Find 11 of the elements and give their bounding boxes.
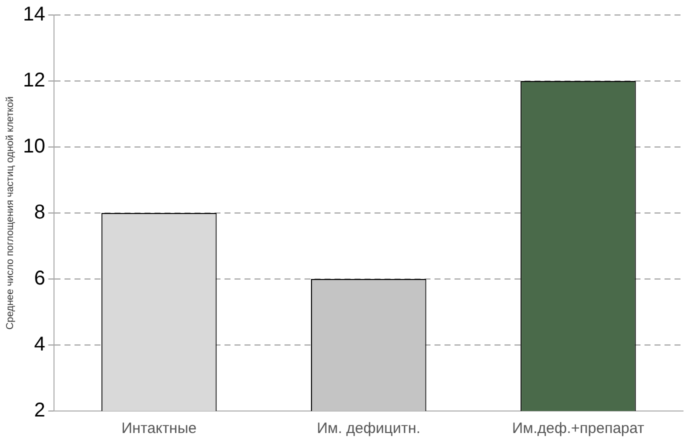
y-tick-label: 14 <box>22 4 46 26</box>
x-tick-label: Интактные <box>121 420 197 438</box>
y-tick-label: 4 <box>34 334 46 356</box>
y-axis-title: Среднее число поглощения частиц одной клеткой <box>4 96 16 330</box>
y-tick-label: 10 <box>22 136 46 158</box>
y-tick-label: 8 <box>34 202 46 224</box>
x-tick-label: Им. дефицитн. <box>316 420 420 438</box>
y-tick-label: 12 <box>22 70 46 92</box>
y-tick-label: 6 <box>34 268 46 290</box>
x-tick-label: Им.деф.+препарат <box>512 420 644 438</box>
y-tick-label: 2 <box>34 400 46 422</box>
